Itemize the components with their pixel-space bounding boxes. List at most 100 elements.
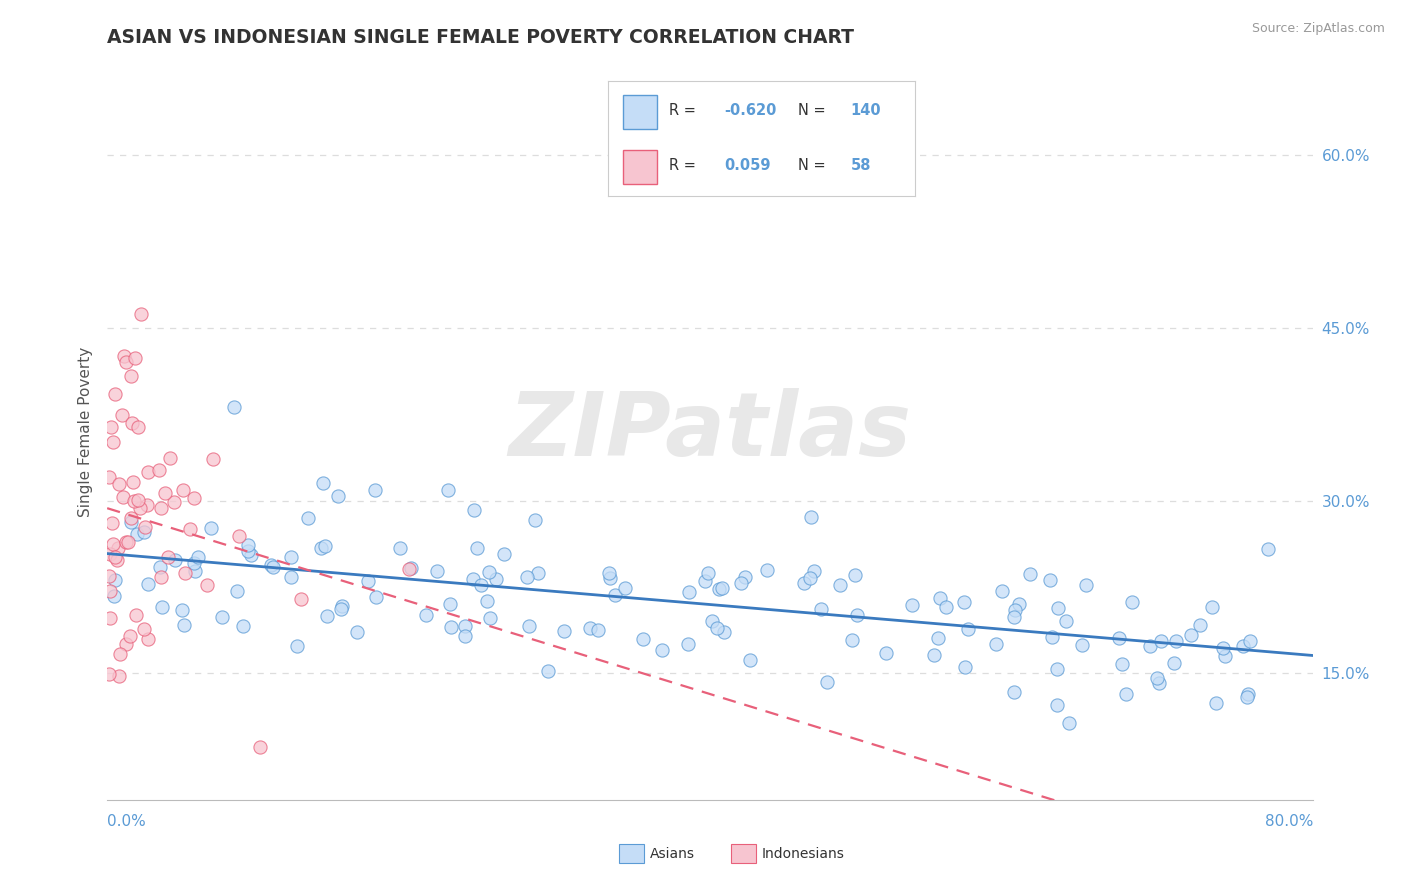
Point: [132, 525, 155, 540]
Point: [107, 476, 129, 491]
Point: [1115, 687, 1137, 701]
Point: [1163, 657, 1185, 671]
Point: [1019, 567, 1042, 582]
Point: [440, 620, 463, 634]
Point: [127, 420, 149, 434]
Point: [793, 576, 815, 591]
Point: [202, 451, 225, 466]
Point: [98, 611, 121, 625]
Point: [228, 529, 250, 543]
Point: [536, 664, 558, 678]
Point: [578, 621, 600, 635]
Point: [1007, 597, 1029, 611]
Point: [710, 581, 733, 595]
Point: [100, 516, 122, 531]
Point: [104, 550, 127, 565]
Point: [107, 541, 129, 556]
Point: [112, 490, 135, 504]
Point: [454, 629, 477, 643]
Point: [174, 566, 197, 581]
Point: [285, 639, 308, 653]
Point: [122, 475, 145, 489]
Point: [953, 595, 976, 609]
Point: [1139, 639, 1161, 653]
Point: [163, 495, 186, 509]
Point: [98, 583, 121, 598]
Point: [815, 674, 838, 689]
Point: [290, 592, 312, 607]
Point: [678, 584, 700, 599]
Point: [330, 599, 353, 613]
Text: ASIAN VS INDONESIAN SINGLE FEMALE POVERTY CORRELATION CHART: ASIAN VS INDONESIAN SINGLE FEMALE POVERT…: [107, 29, 855, 47]
Point: [475, 594, 498, 608]
Point: [195, 578, 218, 592]
Point: [454, 618, 477, 632]
Point: [553, 624, 575, 638]
Point: [401, 561, 423, 575]
Point: [132, 622, 155, 636]
Point: [1166, 634, 1188, 648]
Point: [1046, 601, 1069, 615]
Point: [707, 582, 730, 597]
Point: [364, 483, 387, 497]
Point: [810, 602, 832, 616]
Point: [1004, 603, 1026, 617]
Point: [1002, 685, 1025, 699]
Point: [103, 590, 125, 604]
Point: [124, 351, 146, 366]
Text: 0.0%: 0.0%: [107, 814, 146, 829]
Point: [108, 669, 131, 683]
Point: [280, 570, 302, 584]
Point: [598, 566, 620, 580]
Point: [1045, 663, 1067, 677]
Point: [730, 576, 752, 591]
Point: [1213, 649, 1236, 664]
Point: [280, 549, 302, 564]
Point: [136, 498, 159, 512]
Point: [523, 513, 546, 527]
Point: [149, 570, 172, 584]
Point: [633, 632, 655, 646]
Point: [232, 619, 254, 633]
Point: [183, 491, 205, 505]
Point: [105, 553, 128, 567]
Point: [150, 500, 173, 515]
Point: [844, 568, 866, 582]
Point: [103, 537, 125, 551]
Point: [187, 550, 209, 565]
Point: [700, 614, 723, 628]
Point: [485, 573, 508, 587]
Point: [115, 535, 138, 549]
Point: [603, 588, 626, 602]
Point: [127, 493, 149, 508]
Point: [922, 648, 945, 662]
Point: [841, 633, 863, 648]
Point: [1232, 640, 1254, 654]
Point: [1046, 698, 1069, 713]
Point: [1180, 628, 1202, 642]
Point: [118, 629, 141, 643]
Point: [803, 564, 825, 578]
Point: [100, 419, 122, 434]
Point: [1054, 614, 1077, 628]
Point: [156, 549, 179, 564]
Point: [211, 609, 233, 624]
Y-axis label: Single Female Poverty: Single Female Poverty: [79, 346, 93, 516]
Point: [734, 570, 756, 584]
Point: [98, 547, 121, 561]
Point: [173, 617, 195, 632]
Point: [1070, 638, 1092, 652]
Point: [900, 598, 922, 612]
Point: [613, 581, 636, 595]
Point: [586, 623, 609, 637]
Point: [1236, 687, 1258, 701]
Point: [236, 538, 259, 552]
Point: [314, 539, 336, 553]
Point: [1212, 640, 1234, 655]
Point: [478, 565, 501, 579]
Point: [136, 632, 159, 647]
Point: [706, 621, 728, 635]
Point: [1039, 573, 1062, 587]
Point: [117, 534, 139, 549]
Point: [222, 401, 245, 415]
